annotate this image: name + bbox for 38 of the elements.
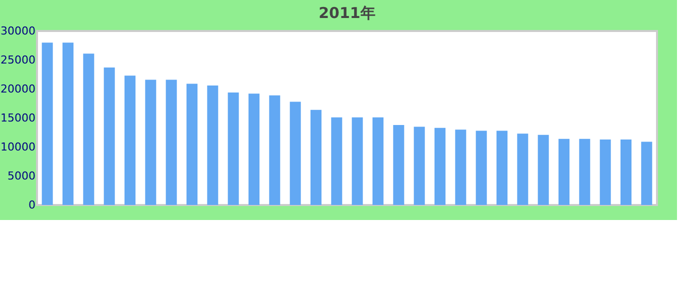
bar	[538, 134, 549, 205]
bar	[269, 95, 280, 205]
bar	[558, 138, 570, 205]
bar	[579, 138, 590, 205]
bar	[166, 80, 177, 205]
y-tick-label: 10000	[0, 140, 36, 154]
y-tick-label: 30000	[0, 24, 36, 38]
y-tick-label: 25000	[0, 54, 36, 66]
bar	[83, 54, 94, 205]
bar	[42, 42, 53, 205]
bar	[124, 76, 136, 205]
y-tick-label: 0	[28, 198, 36, 212]
bar	[517, 134, 528, 205]
bar	[290, 102, 301, 205]
bar	[186, 84, 198, 205]
bar	[352, 117, 363, 205]
bar	[600, 139, 611, 205]
bar	[476, 130, 487, 205]
bar	[414, 126, 425, 205]
bar	[310, 110, 322, 205]
bar	[455, 130, 466, 205]
bar	[145, 80, 156, 205]
chart-subtitle: 2011年	[318, 4, 376, 22]
bar	[393, 124, 404, 205]
bar	[620, 139, 632, 205]
bar	[207, 86, 218, 205]
bar	[496, 130, 508, 205]
bar	[372, 117, 384, 205]
bar	[248, 94, 260, 205]
y-tick-label: 5000	[8, 170, 36, 182]
y-tick-label: 20000	[0, 82, 36, 96]
bar	[62, 42, 74, 205]
bar	[104, 68, 115, 205]
bar	[331, 117, 342, 205]
bar	[434, 128, 446, 205]
bar	[228, 92, 239, 205]
y-tick-label: 15000	[0, 112, 36, 124]
bar	[641, 142, 652, 205]
